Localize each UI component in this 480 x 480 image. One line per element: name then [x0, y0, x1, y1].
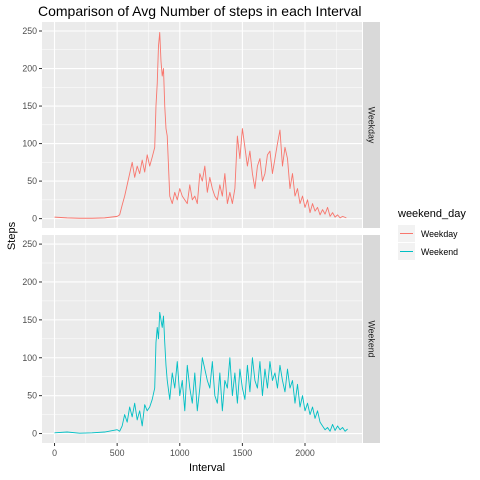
- y-tick-label: 250: [22, 26, 37, 36]
- legend: weekend_day Weekday Weekend: [397, 208, 466, 260]
- facet-strip-label: Weekend: [367, 320, 377, 357]
- y-tick-label: 200: [22, 277, 37, 287]
- x-tick-label: 1500: [233, 448, 253, 458]
- facet-strip-label: Weekday: [367, 107, 377, 144]
- y-tick-label: 100: [22, 139, 37, 149]
- y-tick-label: 150: [22, 315, 37, 325]
- x-tick-label: 0: [52, 448, 57, 458]
- y-tick-label: 50: [27, 176, 37, 186]
- series-line-weekday: [54, 32, 347, 219]
- facet-panel-0: 0 50 100 150 200 250 Weekday: [22, 22, 380, 228]
- facet-strip: [363, 22, 380, 228]
- legend-label-weekday: Weekday: [421, 229, 458, 239]
- y-tick-label: 250: [22, 239, 37, 249]
- y-tick-label: 0: [32, 214, 37, 224]
- legend-title: weekend_day: [397, 208, 466, 220]
- x-tick-label: 1000: [170, 448, 190, 458]
- y-tick-label: 0: [32, 429, 37, 439]
- y-tick-label: 200: [22, 64, 37, 74]
- series-line-weekend: [54, 311, 348, 434]
- y-axis-title: Steps: [6, 221, 18, 250]
- legend-label-weekend: Weekend: [421, 247, 458, 257]
- y-tick-label: 100: [22, 353, 37, 363]
- y-tick-label: 150: [22, 101, 37, 111]
- facet-strip: [363, 235, 380, 443]
- facet-panels: 0 50 100 150 200 250 Weekday 0 50 100 150 200 250 Wee…: [22, 22, 380, 458]
- chart-title: Comparison of Avg Number of steps in eac…: [38, 3, 361, 19]
- y-tick-label: 50: [27, 391, 37, 401]
- x-axis-title: Interval: [189, 462, 225, 474]
- x-tick-label: 2000: [295, 448, 315, 458]
- x-tick-label: 500: [110, 448, 125, 458]
- facet-panel-1: 0 50 100 150 200 250 Weekend 0 500 1000 1500 2000: [22, 235, 380, 458]
